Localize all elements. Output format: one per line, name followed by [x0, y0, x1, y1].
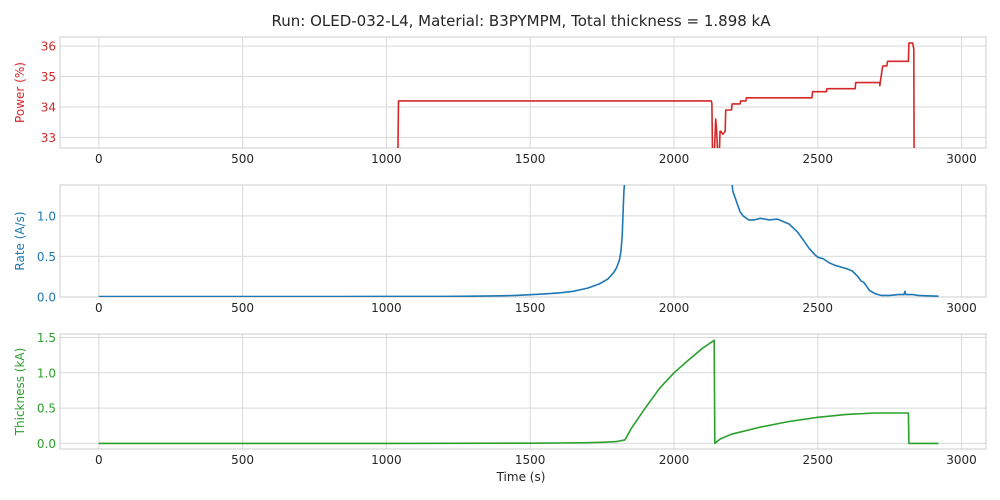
thickness-y-tick-label: 0.5: [37, 402, 56, 416]
thickness-y-tick-label: 1.5: [37, 331, 56, 345]
rate-series-line: [98, 185, 939, 297]
power-y-tick-label: 34: [41, 100, 56, 114]
power-y-tick-label: 36: [41, 40, 56, 54]
thickness-x-tick-label: 1500: [515, 453, 546, 467]
power-y-tick-label: 33: [41, 131, 56, 145]
rate-x-tick-label: 0: [95, 301, 103, 315]
x-axis-label: Time (s): [496, 470, 546, 484]
rate-y-tick-label: 0.5: [37, 250, 56, 264]
thickness-axes-frame: [59, 333, 987, 450]
rate-panel: 0 500 1000 1500 2000 2500 3000 0.0 0.5 1.0 Rate (A…: [13, 184, 987, 315]
thickness-x-tick-label: 2500: [802, 453, 833, 467]
rate-y-axis-label: Rate (A/s): [13, 211, 27, 270]
power-x-tick-label: 0: [95, 152, 103, 166]
rate-axes-frame: [59, 184, 987, 298]
thickness-x-tick-label: 1000: [371, 453, 402, 467]
chart-title: Run: OLED-032-L4, Material: B3PYMPM, Tot…: [271, 12, 771, 30]
power-series-line: [397, 42, 915, 148]
power-x-tick-label: 500: [231, 152, 254, 166]
power-x-tick-label: 2000: [659, 152, 690, 166]
power-y-axis-label: Power (%): [13, 62, 27, 123]
power-x-tick-label: 1500: [515, 152, 546, 166]
power-y-tick-label: 35: [41, 70, 56, 84]
power-x-tick-label: 2500: [802, 152, 833, 166]
rate-x-tick-label: 1500: [515, 301, 546, 315]
thickness-x-tick-label: 0: [95, 453, 103, 467]
thickness-series-line: [98, 339, 939, 445]
rate-x-tick-label: 500: [231, 301, 254, 315]
thickness-y-tick-label: 1.0: [37, 366, 56, 380]
thickness-panel: 0 500 1000 1500 2000 2500 3000 0.0 0.5 1.0 1.5 Thic…: [13, 331, 987, 467]
rate-x-tick-label: 2000: [659, 301, 690, 315]
thickness-y-tick-label: 0.0: [37, 437, 56, 451]
rate-x-tick-label: 1000: [371, 301, 402, 315]
thickness-x-tick-label: 500: [231, 453, 254, 467]
rate-y-tick-label: 1.0: [37, 209, 56, 223]
power-x-tick-label: 1000: [371, 152, 402, 166]
thickness-x-tick-label: 2000: [659, 453, 690, 467]
power-panel: 0 500 1000 1500 2000 2500 3000 33 34 35 36 Power (%…: [13, 36, 987, 166]
thickness-y-axis-label: Thickness (kA): [13, 348, 27, 437]
power-axes-frame: [59, 36, 987, 149]
panels: 0 500 1000 1500 2000 2500 3000 33 34 35 36 Power (%…: [13, 36, 987, 467]
power-x-tick-label: 3000: [946, 152, 977, 166]
thickness-x-tick-label: 3000: [946, 453, 977, 467]
rate-x-tick-label: 3000: [946, 301, 977, 315]
rate-y-tick-label: 0.0: [37, 291, 56, 305]
rate-x-tick-label: 2500: [802, 301, 833, 315]
